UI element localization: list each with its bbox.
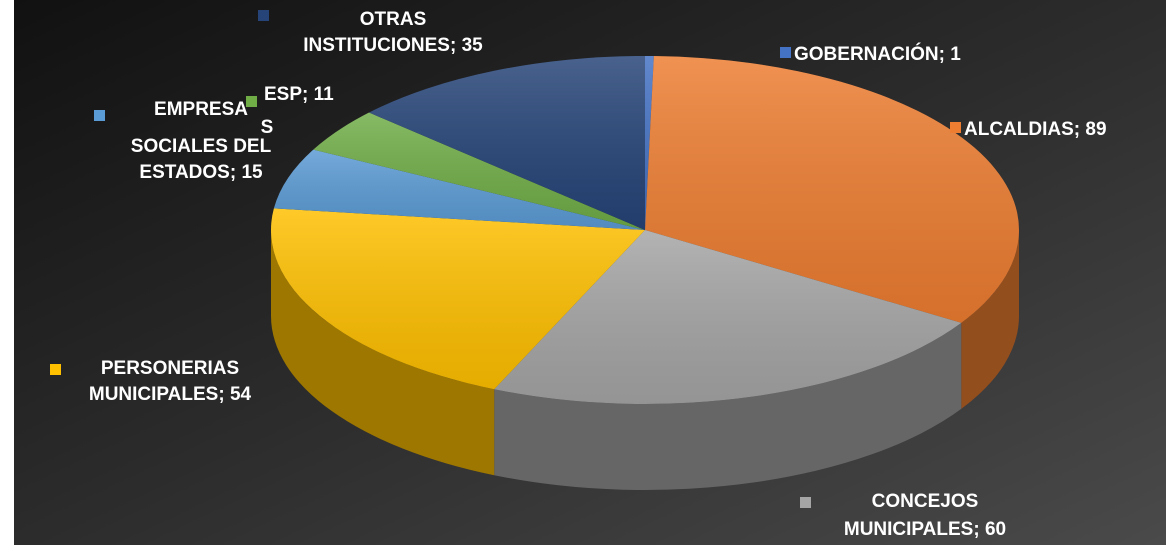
pie-slice-shade-concejos-municipales — [494, 230, 962, 405]
pie-side-concejos-municipales — [494, 322, 962, 490]
data-label-text-otras-instituciones-0: OTRAS — [360, 9, 427, 30]
data-label-esp: ESP; 11 — [246, 84, 334, 107]
pie-slice-shade-esp — [313, 112, 645, 230]
pie-slice-shade-gobernacion — [645, 56, 654, 230]
data-label-text-empresas-sociales-del-estados-1: S — [261, 117, 274, 138]
data-label-text-empresas-sociales-del-estados-0: EMPRESA — [154, 99, 248, 120]
data-label-text-gobernacion-0: GOBERNACIÓN; 1 — [794, 43, 961, 65]
pie-chart-svg: GOBERNACIÓN; 1 ALCALDIAS; 89 CONCEJOS MUNIC… — [14, 0, 1166, 545]
legend-key-alcaldias — [950, 122, 961, 133]
data-label-text-concejos-municipales-0: CONCEJOS — [872, 491, 979, 512]
pie-side-alcaldias — [961, 230, 1019, 409]
pie-slice-shade-otras-instituciones — [369, 56, 645, 230]
legend-key-personerias-municipales — [50, 364, 61, 375]
data-label-text-personerias-municipales-1: MUNICIPALES; 54 — [89, 384, 252, 405]
data-label-text-otras-instituciones-1: INSTITUCIONES; 35 — [303, 35, 483, 56]
data-label-alcaldias: ALCALDIAS; 89 — [950, 119, 1107, 140]
pie-chart: GOBERNACIÓN; 1 ALCALDIAS; 89 CONCEJOS MUNIC… — [14, 0, 1166, 545]
pie-slice-shade-personerias-municipales — [271, 208, 645, 390]
pie-slice-shade-alcaldias — [645, 56, 1019, 323]
pie-slice-shade-empresas-sociales-del-estados — [273, 149, 645, 230]
data-label-text-esp-0: ESP; 11 — [264, 84, 334, 105]
data-label-text-alcaldias-0: ALCALDIAS; 89 — [964, 119, 1107, 140]
legend-key-concejos-municipales — [800, 497, 811, 508]
legend-key-otras-instituciones — [258, 10, 269, 21]
data-label-text-empresas-sociales-del-estados-3: ESTADOS; 15 — [139, 162, 263, 183]
pie-side-personerias-municipales — [271, 230, 495, 476]
data-label-personerias-municipales: PERSONERIAS MUNICIPALES; 54 — [50, 358, 252, 405]
data-label-concejos-municipales: CONCEJOS MUNICIPALES; 60 — [800, 491, 1006, 540]
pie-tops — [271, 56, 1019, 405]
data-label-text-personerias-municipales-0: PERSONERIAS — [101, 358, 239, 379]
data-label-otras-instituciones: OTRAS INSTITUCIONES; 35 — [258, 9, 483, 56]
legend-key-gobernacion — [780, 47, 791, 58]
legend-key-empresas-sociales-del-estados — [94, 110, 105, 121]
data-label-text-empresas-sociales-del-estados-2: SOCIALES DEL — [131, 136, 272, 157]
legend-key-esp — [246, 96, 257, 107]
pie-labels: GOBERNACIÓN; 1 ALCALDIAS; 89 CONCEJOS MUNIC… — [50, 9, 1107, 540]
data-label-text-concejos-municipales-1: MUNICIPALES; 60 — [844, 519, 1006, 540]
data-label-gobernacion: GOBERNACIÓN; 1 — [780, 43, 961, 65]
pie-sides — [271, 230, 1019, 490]
